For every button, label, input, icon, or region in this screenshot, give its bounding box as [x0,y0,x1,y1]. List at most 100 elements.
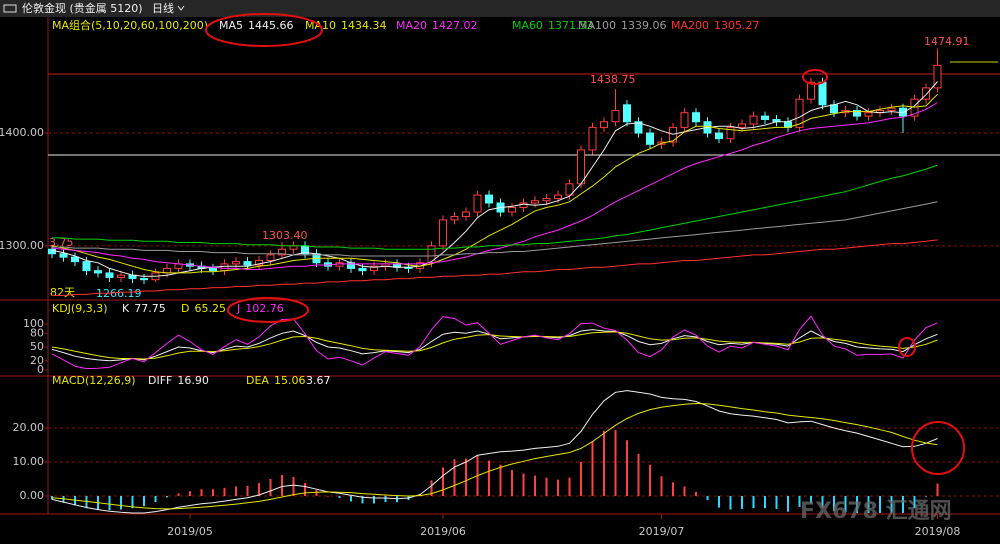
legend-name: MA5 [219,19,243,32]
macd-bar [821,495,824,508]
macd-bar [315,489,318,496]
candle-body [726,126,735,140]
macd-bar [580,461,582,496]
candle-body [485,194,493,204]
legend-entry: MA200 1305.27 [671,19,760,32]
macd-bar [212,489,214,496]
macd-bar [442,467,444,496]
indicator-line [51,81,938,277]
candle-body [94,270,102,274]
period[interactable]: 日线 [152,1,174,15]
macd-bar [223,487,226,496]
highlight [911,421,965,475]
legend-value: 15.06 [274,374,306,387]
macd-bar [453,459,456,496]
candle-body [749,115,758,125]
instrument: 伦敦金现 (贵金属 5120) [22,1,143,15]
candle-body [634,121,643,134]
plot-area: 1300.00 1400.00 1474.91 1438.75 1303.40 1266.… [0,18,1000,538]
macd-bar [143,495,145,507]
candle-body [473,194,482,213]
legend-name: MA60 [512,19,543,32]
legend-value: 1427.02 [432,19,478,32]
legend-value: 1434.34 [341,19,387,32]
indicator-line [52,201,938,257]
macd-bar [166,495,168,498]
candle-body [761,115,769,120]
macd-bar [706,495,709,501]
indicator-title: MA组合(5,10,20,60,100,200) [52,18,208,32]
title-bar [0,0,1000,17]
candle-body [439,219,447,247]
candle-body [542,197,551,202]
macd-bar [752,495,755,509]
macd-bar [798,495,801,507]
x-tick-label: 2019/06 [420,525,466,538]
macd-bar [890,495,893,513]
candle-body [577,149,585,185]
candle-body [508,206,516,213]
candle-body [450,216,459,221]
macd-bar [764,495,766,509]
macd-bar [568,477,571,496]
legend-entry: DIFF 16.90 [148,374,209,387]
candle-body [680,112,689,128]
macd-bar [488,460,490,496]
legend-entry: MA5 1445.66 [219,19,294,32]
candle-body [715,132,723,140]
y-tick-label: 80 [30,326,44,339]
macd-bar [350,495,352,502]
candle-body [818,81,827,106]
macd-bar [74,495,76,506]
candle-body [611,109,620,123]
macd-bar [614,430,617,496]
macd-bar [338,495,341,499]
legend-value: 1305.27 [714,19,760,32]
legend-entry: K 77.75 [122,302,166,315]
macd-bar [465,458,467,496]
candle-body [105,272,114,278]
macd-bar [51,495,53,500]
legend-entry: MA20 1427.02 [396,19,478,32]
macd-bar [177,493,180,496]
macd-bar [292,476,295,496]
legend-name: D [181,302,189,315]
candle-body [71,256,79,263]
macd-bar [120,495,122,510]
macd-bar [936,483,939,496]
macd-bar [695,491,697,496]
candle-body [669,126,677,143]
legend-value: 16.90 [177,374,209,387]
macd-bar [626,440,628,496]
macd-bar [154,495,157,503]
macd-bar [672,482,674,496]
menu-icon[interactable] [3,4,17,13]
legend-entry: MA100 1339.06 [578,19,667,32]
candle-body [600,121,608,128]
candle-body [48,248,56,255]
macd-bar [384,495,387,503]
indicator-line [51,315,938,370]
legend-value: 3.67 [306,374,331,387]
macd-bar [603,430,605,496]
candle-body [692,112,700,123]
dropdown-arrow[interactable] [177,5,185,11]
y-tick-label: 1300.00 [0,239,44,252]
macd-bar [258,483,260,496]
legend-entry: J 102.76 [236,302,284,315]
highlight [227,297,309,323]
y-tick-label: 0.00 [20,489,45,502]
macd-bar [534,475,536,496]
indicator-line [52,239,938,296]
macd-bar [511,470,513,496]
macd-bar [879,495,881,513]
macd-bar [913,495,916,509]
candle-body [853,109,861,117]
macd-bar [189,491,191,496]
indicator-line [51,402,938,510]
candle-body [370,265,378,272]
macd-bar [85,495,88,509]
macd-bar [131,495,134,509]
macd-bar [867,495,870,513]
legend-name: J [236,302,240,315]
